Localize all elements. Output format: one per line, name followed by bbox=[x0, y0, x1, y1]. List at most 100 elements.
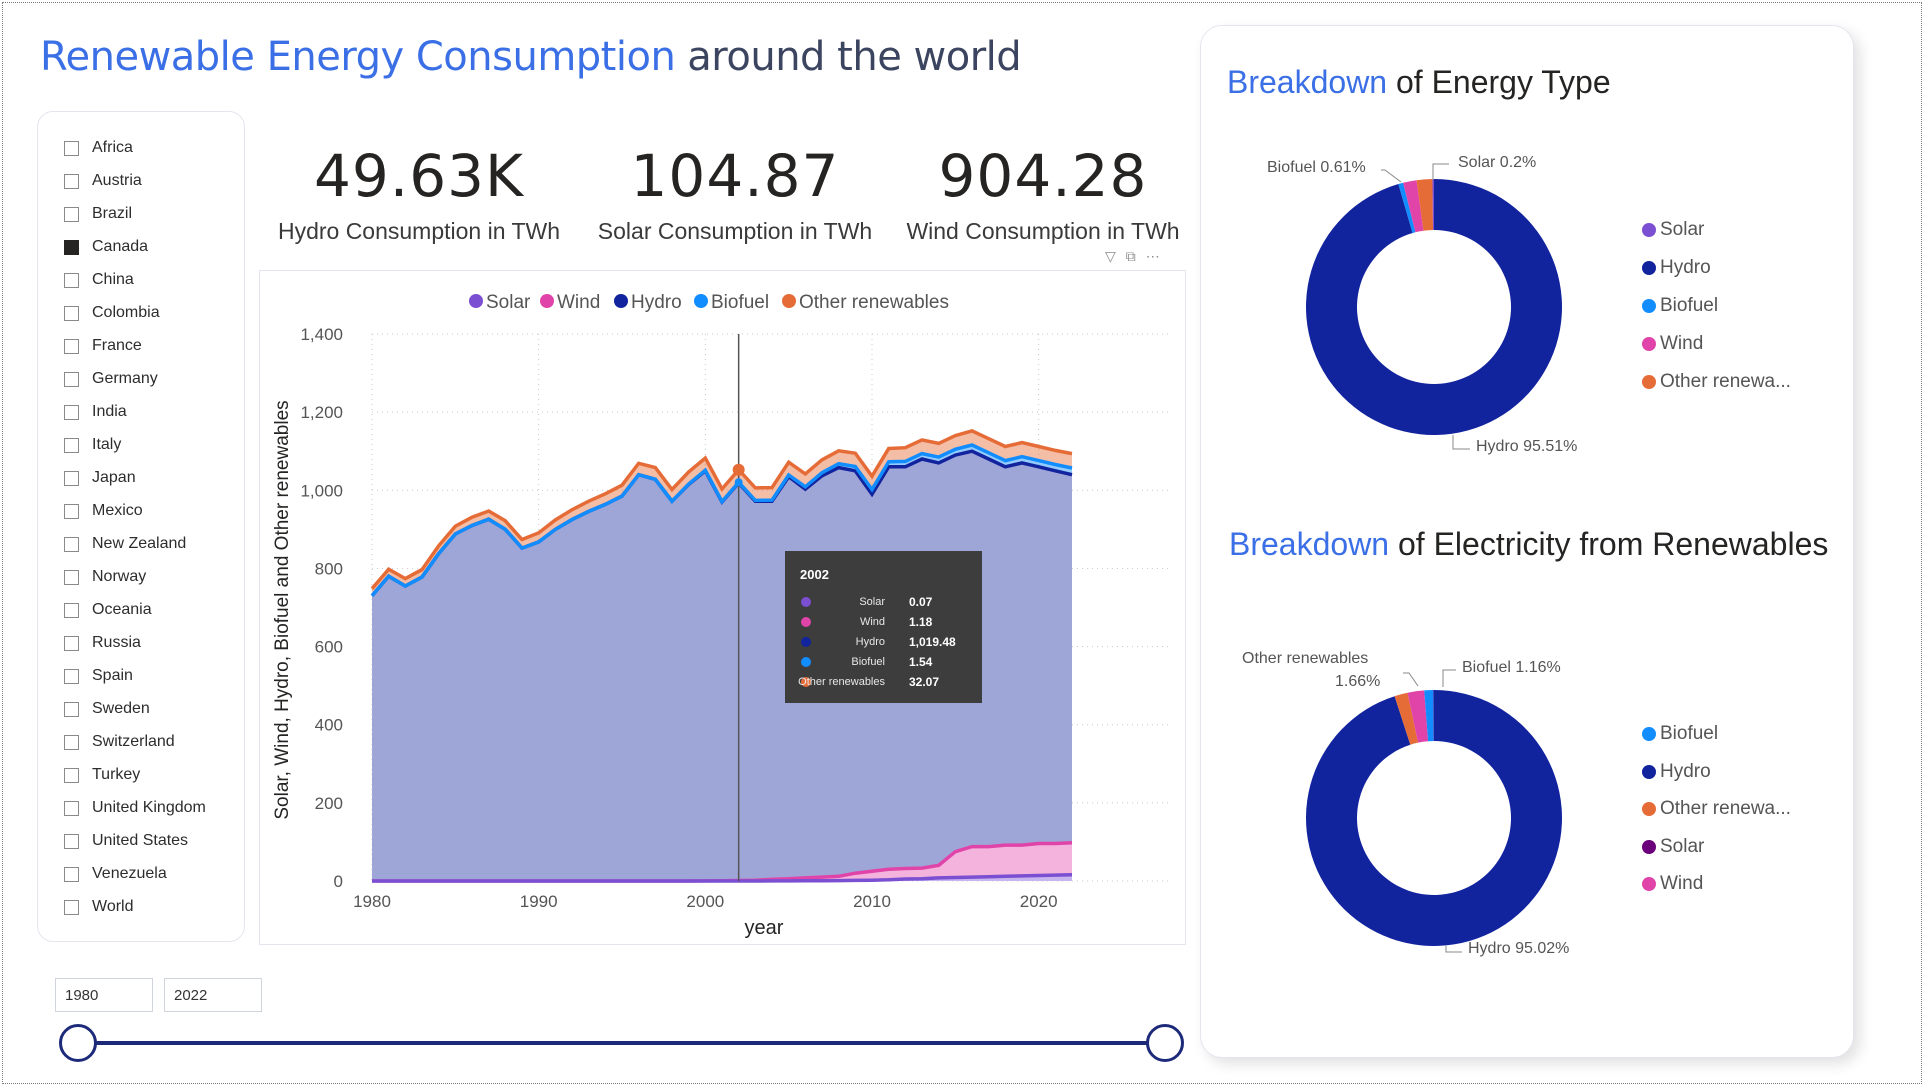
date-range-track[interactable] bbox=[78, 1041, 1165, 1045]
slicer-item-label: Norway bbox=[92, 568, 147, 585]
date-range-start-input[interactable]: 1980 bbox=[55, 978, 153, 1012]
checkbox[interactable] bbox=[64, 800, 79, 816]
checkbox[interactable] bbox=[64, 668, 79, 684]
slicer-item-label: Colombia bbox=[92, 304, 160, 321]
checkbox[interactable] bbox=[64, 503, 79, 519]
legend-label: Other renewa... bbox=[1660, 371, 1791, 392]
energy-breakdown-title: Breakdown of Energy Type bbox=[1227, 64, 1611, 101]
slicer-item[interactable]: Russia bbox=[64, 631, 141, 655]
slicer-item-label: Italy bbox=[92, 436, 122, 453]
tooltip-dot bbox=[801, 597, 811, 607]
checkbox[interactable] bbox=[64, 470, 79, 486]
slicer-item[interactable]: Japan bbox=[64, 466, 136, 490]
slicer-item[interactable]: Norway bbox=[64, 565, 146, 589]
checkbox[interactable] bbox=[64, 173, 79, 189]
page-title-accent: Renewable Energy Consumption bbox=[40, 34, 676, 80]
donut-legend-item[interactable]: Biofuel bbox=[1642, 723, 1718, 745]
filter-icon[interactable]: ▽ bbox=[1105, 248, 1116, 264]
slicer-item[interactable]: Canada bbox=[64, 235, 148, 259]
tooltip-value: 1,019.48 bbox=[909, 635, 956, 649]
checkbox[interactable] bbox=[64, 866, 79, 882]
slicer-item-label: United Kingdom bbox=[92, 799, 206, 816]
slicer-item[interactable]: Mexico bbox=[64, 499, 143, 523]
donut-legend-item[interactable]: Solar bbox=[1642, 219, 1704, 241]
visual-header: ▽ ⧉ ⋯ bbox=[1105, 248, 1160, 265]
checkbox[interactable] bbox=[64, 371, 79, 387]
focus-mode-icon[interactable]: ⧉ bbox=[1125, 248, 1136, 264]
slicer-item-label: China bbox=[92, 271, 134, 288]
slicer-item[interactable]: United States bbox=[64, 829, 188, 853]
donut-legend-item[interactable]: Hydro bbox=[1642, 761, 1711, 783]
slicer-item[interactable]: Venezuela bbox=[64, 862, 167, 886]
checkbox[interactable] bbox=[64, 899, 79, 915]
donut-legend-item[interactable]: Hydro bbox=[1642, 257, 1711, 279]
legend-marker bbox=[1642, 375, 1656, 389]
kpi-hydro: 49.63K Hydro Consumption in TWh bbox=[259, 140, 579, 245]
checkbox[interactable] bbox=[64, 404, 79, 420]
slicer-item-label: Russia bbox=[92, 634, 141, 651]
donut-legend-item[interactable]: Biofuel bbox=[1642, 295, 1718, 317]
checkbox[interactable] bbox=[64, 833, 79, 849]
tooltip-title: 2002 bbox=[800, 567, 829, 582]
slicer-item[interactable]: Colombia bbox=[64, 301, 160, 325]
kpi-solar-label: Solar Consumption in TWh bbox=[597, 218, 873, 244]
slicer-item[interactable]: United Kingdom bbox=[64, 796, 206, 820]
checkbox[interactable] bbox=[64, 602, 79, 618]
checkbox[interactable] bbox=[64, 206, 79, 222]
donut-legend-item[interactable]: Other renewa... bbox=[1642, 798, 1791, 820]
more-options-icon[interactable]: ⋯ bbox=[1145, 248, 1160, 264]
slicer-item-label: Spain bbox=[92, 667, 133, 684]
checkbox[interactable] bbox=[64, 338, 79, 354]
checkbox[interactable] bbox=[64, 734, 79, 750]
donut-legend-item[interactable]: Solar bbox=[1642, 836, 1704, 858]
checkbox[interactable] bbox=[64, 437, 79, 453]
slicer-item[interactable]: World bbox=[64, 895, 134, 919]
slicer-item[interactable]: Italy bbox=[64, 433, 121, 457]
slicer-item[interactable]: New Zealand bbox=[64, 532, 186, 556]
slicer-item[interactable]: India bbox=[64, 400, 127, 424]
slicer-item[interactable]: Oceania bbox=[64, 598, 152, 622]
slicer-item[interactable]: France bbox=[64, 334, 142, 358]
donut-data-label: Solar 0.2% bbox=[1458, 154, 1537, 171]
kpi-solar-value: 104.87 bbox=[630, 142, 840, 210]
legend-label: Hydro bbox=[1660, 257, 1711, 278]
donut-legend-item[interactable]: Other renewa... bbox=[1642, 371, 1791, 393]
date-range-end-input[interactable]: 2022 bbox=[164, 978, 262, 1012]
legend-marker bbox=[1642, 764, 1656, 779]
date-range-start-handle[interactable] bbox=[59, 1024, 97, 1062]
date-range-end-handle[interactable] bbox=[1146, 1024, 1184, 1062]
slicer-item[interactable]: Austria bbox=[64, 169, 142, 193]
slicer-item-label: Austria bbox=[92, 172, 142, 189]
electricity-breakdown-title-rest: of Electricity from Renewables bbox=[1397, 526, 1829, 562]
slicer-item[interactable]: Germany bbox=[64, 367, 158, 391]
tooltip-value: 0.07 bbox=[909, 595, 933, 609]
slicer-item[interactable]: Turkey bbox=[64, 763, 140, 787]
slicer-item[interactable]: China bbox=[64, 268, 134, 292]
checkbox[interactable] bbox=[64, 635, 79, 651]
checkbox[interactable] bbox=[64, 767, 79, 783]
checkbox[interactable] bbox=[64, 569, 79, 585]
checkbox[interactable] bbox=[64, 536, 79, 552]
slicer-item[interactable]: Switzerland bbox=[64, 730, 175, 754]
kpi-wind: 904.28 Wind Consumption in TWh bbox=[883, 140, 1203, 245]
slicer-item[interactable]: Spain bbox=[64, 664, 133, 688]
donut-legend-item[interactable]: Wind bbox=[1642, 873, 1703, 895]
slicer-item[interactable]: Sweden bbox=[64, 697, 150, 721]
slicer-item[interactable]: Brazil bbox=[64, 202, 132, 226]
checkbox[interactable] bbox=[64, 140, 79, 156]
donut-data-label: 1.66% bbox=[1335, 673, 1381, 690]
checkbox[interactable] bbox=[64, 701, 79, 717]
electricity-breakdown-title-accent: Breakdown bbox=[1229, 526, 1390, 562]
energy-breakdown-title-accent: Breakdown bbox=[1227, 64, 1388, 100]
donut-legend-item[interactable]: Wind bbox=[1642, 333, 1703, 355]
checkbox[interactable] bbox=[64, 239, 79, 255]
legend-marker bbox=[1642, 337, 1656, 351]
legend-label: Biofuel bbox=[1660, 723, 1719, 744]
checkbox[interactable] bbox=[64, 272, 79, 288]
checkbox[interactable] bbox=[64, 305, 79, 321]
slicer-item-label: World bbox=[92, 898, 134, 915]
slicer-item-label: India bbox=[92, 403, 127, 420]
tooltip-dot bbox=[801, 637, 811, 647]
legend-label: Hydro bbox=[1660, 760, 1711, 782]
slicer-item[interactable]: Africa bbox=[64, 136, 133, 160]
